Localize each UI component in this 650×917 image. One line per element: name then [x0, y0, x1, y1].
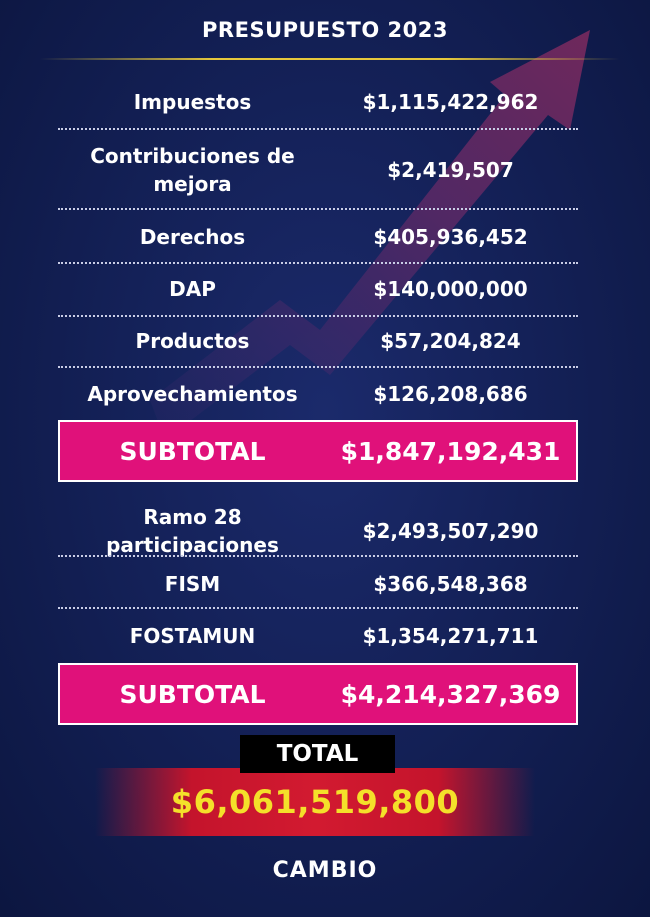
budget-row: FISM $366,548,368	[60, 570, 576, 598]
budget-row: FOSTAMUN $1,354,271,711	[60, 622, 576, 650]
row-label: DAP	[169, 277, 216, 301]
row-value: $2,419,507	[387, 158, 514, 182]
row-value: $1,115,422,962	[362, 90, 539, 114]
budget-row: Aprovechamientos $126,208,686	[60, 380, 576, 408]
total-label: TOTAL	[240, 735, 395, 773]
total-band: $6,061,519,800	[95, 768, 535, 836]
dotted-divider	[58, 366, 578, 368]
dotted-divider	[58, 555, 578, 557]
row-value: $1,354,271,711	[362, 624, 539, 648]
row-value: $140,000,000	[373, 277, 528, 301]
subtotal-label: SUBTOTAL	[119, 679, 266, 709]
total-value: $6,061,519,800	[170, 783, 460, 821]
dotted-divider	[58, 607, 578, 609]
subtotal-value: $1,847,192,431	[340, 436, 561, 466]
budget-row: Productos $57,204,824	[60, 327, 576, 355]
row-label: Aprovechamientos	[87, 382, 298, 406]
row-label: FISM	[164, 572, 221, 596]
row-label: Contribuciones de mejora	[90, 144, 295, 196]
budget-row: Derechos $405,936,452	[60, 223, 576, 251]
dotted-divider	[58, 262, 578, 264]
dotted-divider	[58, 208, 578, 210]
row-value: $366,548,368	[373, 572, 528, 596]
budget-row: Ramo 28 participaciones $2,493,507,290	[60, 503, 576, 559]
row-label: Derechos	[139, 225, 246, 249]
subtotal-box: SUBTOTAL $1,847,192,431	[58, 420, 578, 482]
row-label: Impuestos	[133, 90, 252, 114]
row-label: FOSTAMUN	[129, 624, 256, 648]
row-value: $57,204,824	[380, 329, 521, 353]
subtotal-box: SUBTOTAL $4,214,327,369	[58, 663, 578, 725]
title-underline	[40, 58, 620, 60]
row-label: Productos	[135, 329, 250, 353]
budget-row: DAP $140,000,000	[60, 275, 576, 303]
row-value: $2,493,507,290	[362, 519, 539, 543]
subtotal-value: $4,214,327,369	[340, 679, 561, 709]
row-value: $126,208,686	[373, 382, 528, 406]
page-title: PRESUPUESTO 2023	[202, 18, 448, 42]
dotted-divider	[58, 128, 578, 130]
budget-row: Contribuciones de mejora $2,419,507	[60, 142, 576, 198]
budget-row: Impuestos $1,115,422,962	[60, 88, 576, 116]
brand-logo: CAMBIO	[272, 858, 378, 883]
row-label: Ramo 28 participaciones	[106, 505, 279, 557]
subtotal-label: SUBTOTAL	[119, 436, 266, 466]
row-value: $405,936,452	[373, 225, 528, 249]
dotted-divider	[58, 315, 578, 317]
